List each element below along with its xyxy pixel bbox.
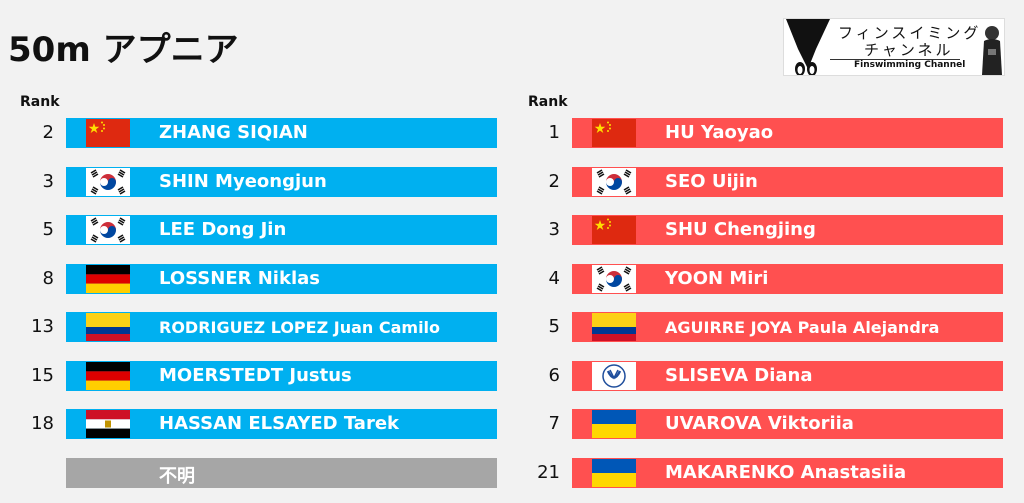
athlete-bar: SHU Chengjing <box>572 215 1003 245</box>
athlete-name: LEE Dong Jin <box>159 219 287 240</box>
athlete-name: SHU Chengjing <box>665 219 816 240</box>
athlete-name: HASSAN ELSAYED Tarek <box>159 413 400 434</box>
women-result-row: 7 UVAROVA Viktoriia <box>516 409 1006 439</box>
athlete-bar: MOERSTEDT Justus <box>66 360 497 391</box>
rank-number: 3 <box>42 170 54 192</box>
ukraine-flag-icon <box>592 410 636 438</box>
athlete-name: LOSSNER Niklas <box>159 267 320 289</box>
athlete-name: AGUIRRE JOYA Paula Alejandra <box>665 318 940 337</box>
korea-flag-icon <box>592 264 636 293</box>
logo-text-jp-2: チャンネル <box>864 41 954 59</box>
athlete-bar: AGUIRRE JOYA Paula Alejandra <box>572 312 1003 342</box>
rank-number: 13 <box>31 316 54 337</box>
men-result-row: 8 LOSSNER Niklas <box>10 263 500 294</box>
athlete-bar: SLISEVA Diana <box>572 360 1003 391</box>
colombia-flag-icon <box>592 313 636 341</box>
athlete-name: MOERSTEDT Justus <box>159 364 352 386</box>
athlete-name: YOON Miri <box>665 267 769 289</box>
swimmer-figure-icon <box>982 26 1002 75</box>
germany-flag-icon <box>86 361 130 390</box>
korea-flag-icon <box>86 216 130 244</box>
athlete-bar: HASSAN ELSAYED Tarek <box>66 409 497 439</box>
women-result-row: 6 SLISEVA Diana <box>516 360 1006 391</box>
germany-flag-icon <box>86 264 130 293</box>
women-result-row: 21 MAKARENKO Anastasiia <box>516 457 1006 488</box>
logo-text-en: Finswimming Channel <box>854 60 966 70</box>
rank-number: 3 <box>548 219 560 240</box>
rank-number: 2 <box>42 122 54 143</box>
china-flag-icon <box>592 119 636 147</box>
athlete-name: 不明 <box>159 465 195 487</box>
rank-number: 7 <box>548 413 560 434</box>
men-result-row: 15 MOERSTEDT Justus <box>10 360 500 391</box>
rank-number: 8 <box>42 267 54 289</box>
colombia-flag-icon <box>86 313 130 341</box>
women-rank-header: Rank <box>528 94 568 110</box>
athlete-name: RODRIGUEZ LOPEZ Juan Camilo <box>159 318 441 337</box>
athlete-name: ZHANG SIQIAN <box>159 122 308 143</box>
diver-illustration-icon <box>786 19 830 75</box>
rank-number: 5 <box>548 316 560 337</box>
china-flag-icon <box>592 216 636 244</box>
rank-number: 21 <box>537 461 560 483</box>
men-result-row: 5 LEE Dong Jin <box>10 215 500 245</box>
athlete-name: SHIN Myeongjun <box>159 170 327 192</box>
korea-flag-icon <box>592 167 636 196</box>
athlete-name: HU Yaoyao <box>665 122 774 143</box>
egypt-flag-icon <box>86 410 130 438</box>
athlete-bar: MAKARENKO Anastasiia <box>572 457 1003 488</box>
rank-number: 2 <box>548 170 560 192</box>
athlete-bar: RODRIGUEZ LOPEZ Juan Camilo <box>66 312 497 342</box>
athlete-bar: SHIN Myeongjun <box>66 166 497 197</box>
ukraine-flag-icon <box>592 458 636 487</box>
athlete-bar: YOON Miri <box>572 263 1003 294</box>
athlete-name: MAKARENKO Anastasiia <box>665 461 907 483</box>
athlete-bar: 不明 <box>66 457 497 488</box>
men-rank-header: Rank <box>20 94 60 110</box>
women-result-row: 5 AGUIRRE JOYA Paula Alejandra <box>516 312 1006 342</box>
athlete-name: SEO Uijin <box>665 170 758 192</box>
rank-number: 15 <box>31 364 54 386</box>
women-result-row: 2 SEO Uijin <box>516 166 1006 197</box>
men-result-row: 不明 <box>10 457 500 488</box>
logo-text-jp-1: フィンスイミング <box>838 24 982 42</box>
women-result-row: 4 YOON Miri <box>516 263 1006 294</box>
korea-flag-icon <box>86 167 130 196</box>
athlete-bar: HU Yaoyao <box>572 118 1003 148</box>
rank-number: 6 <box>548 364 560 386</box>
athlete-bar: LEE Dong Jin <box>66 215 497 245</box>
men-result-row: 13 RODRIGUEZ LOPEZ Juan Camilo <box>10 312 500 342</box>
rank-number: 1 <box>548 122 560 143</box>
athlete-bar: SEO Uijin <box>572 166 1003 197</box>
women-result-row: 1 HU Yaoyao <box>516 118 1006 148</box>
athlete-name: SLISEVA Diana <box>665 364 813 386</box>
logo-divider <box>830 59 960 60</box>
men-result-row: 3 SHIN Myeongjun <box>10 166 500 197</box>
neutral-flag-icon <box>592 361 636 390</box>
athlete-bar: ZHANG SIQIAN <box>66 118 497 148</box>
rank-number: 5 <box>42 219 54 240</box>
athlete-bar: UVAROVA Viktoriia <box>572 409 1003 439</box>
rank-number: 18 <box>31 413 54 434</box>
china-flag-icon <box>86 119 130 147</box>
athlete-bar: LOSSNER Niklas <box>66 263 497 294</box>
athlete-name: UVAROVA Viktoriia <box>665 413 854 434</box>
page-title: 50m アプニア <box>8 30 239 70</box>
men-result-row: 2 ZHANG SIQIAN <box>10 118 500 148</box>
men-result-row: 18 HASSAN ELSAYED Tarek <box>10 409 500 439</box>
channel-logo: フィンスイミング チャンネル Finswimming Channel <box>783 18 1005 76</box>
women-result-row: 3 SHU Chengjing <box>516 215 1006 245</box>
rank-number: 4 <box>548 267 560 289</box>
